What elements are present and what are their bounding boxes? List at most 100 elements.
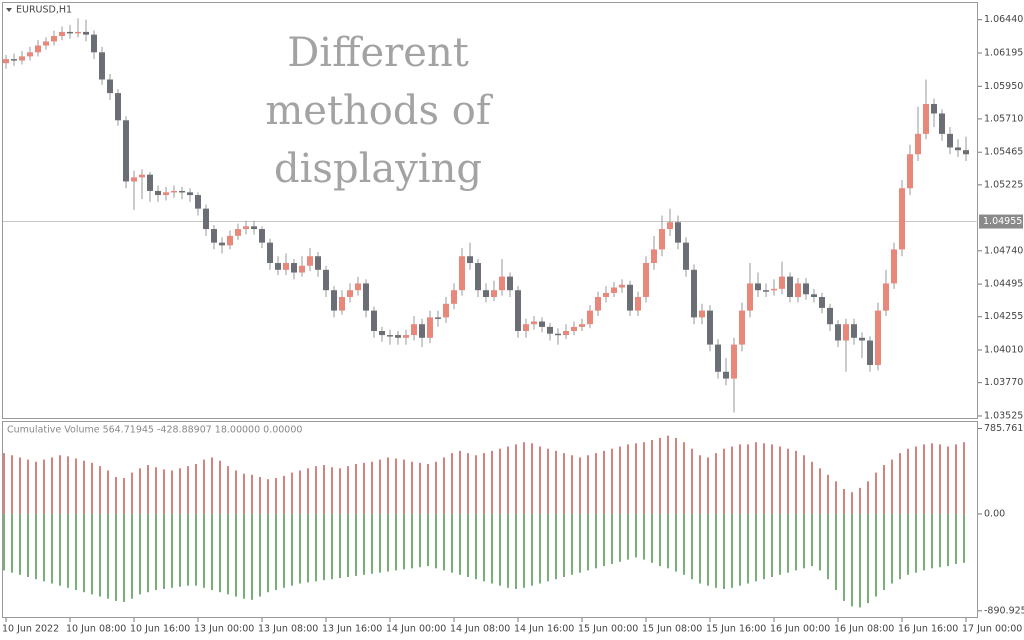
candle-body — [459, 256, 465, 291]
candle-body — [219, 242, 225, 246]
candle-body — [475, 263, 481, 291]
candle-body — [187, 192, 193, 196]
candle-body — [723, 371, 729, 379]
candle-body — [651, 249, 657, 264]
y-tick-label: -890.92534 — [984, 605, 1024, 616]
candle-body — [227, 235, 233, 246]
candle-body — [363, 283, 369, 311]
x-tick-label: 13 Jun 16:00 — [322, 624, 382, 635]
x-tick-label: 13 Jun 00:00 — [194, 624, 254, 635]
x-tick-label: 15 Jun 16:00 — [706, 624, 766, 635]
price-panel — [2, 2, 978, 419]
symbol-label: EURUSD,H1 — [16, 5, 72, 16]
candle-body — [515, 290, 521, 331]
candle-body — [539, 321, 545, 327]
candle-body — [779, 276, 785, 289]
candle-body — [11, 59, 17, 61]
y-tick-label: 1.06440 — [984, 14, 1023, 25]
candle-body — [435, 317, 441, 319]
x-tick-label: 13 Jun 08:00 — [258, 624, 318, 635]
candle-body — [275, 263, 281, 270]
candle-body — [299, 265, 305, 273]
candle-body — [171, 190, 177, 193]
candle-body — [595, 297, 601, 311]
candle-body — [451, 290, 457, 304]
candle-body — [411, 324, 417, 336]
candle-body — [955, 147, 961, 151]
candle-body — [747, 283, 753, 311]
x-tick-label: 14 Jun 08:00 — [450, 624, 510, 635]
symbol-menu-arrow[interactable] — [6, 8, 12, 12]
candle-body — [35, 45, 41, 53]
candle-body — [699, 310, 705, 318]
candle-body — [283, 263, 289, 270]
candle-body — [787, 276, 793, 298]
candle-body — [355, 283, 361, 291]
candle-body — [891, 249, 897, 284]
candle-body — [371, 310, 377, 331]
candle-body — [259, 229, 265, 243]
candle-body — [419, 324, 425, 338]
candle-body — [603, 292, 609, 298]
candle-body — [571, 326, 577, 331]
x-tick-label: 10 Jun 08:00 — [66, 624, 126, 635]
candle-body — [619, 284, 625, 288]
candle-body — [867, 340, 873, 365]
y-tick-label: 1.06195 — [984, 47, 1023, 58]
candle-body — [19, 56, 25, 61]
candle-body — [555, 333, 561, 336]
x-tick-label: 16 Jun 00:00 — [770, 624, 830, 635]
candle-body — [827, 307, 833, 325]
candle-body — [611, 287, 617, 293]
candle-body — [579, 324, 585, 327]
candle-body — [115, 93, 121, 121]
candle-body — [939, 113, 945, 134]
candle-body — [83, 31, 89, 35]
candle-body — [51, 35, 57, 42]
candle-body — [147, 174, 153, 191]
candle-body — [131, 177, 137, 182]
x-tick-label: 14 Jun 16:00 — [514, 624, 574, 635]
candle-body — [427, 317, 433, 338]
candle-body — [643, 263, 649, 298]
candle-body — [547, 326, 553, 334]
candle-body — [947, 133, 953, 148]
candle-body — [811, 294, 817, 298]
candle-body — [59, 31, 65, 36]
candle-body — [3, 59, 9, 64]
candle-body — [963, 150, 969, 155]
candle-body — [667, 222, 673, 230]
y-tick-label: 0.00 — [984, 508, 1005, 519]
candle-body — [483, 290, 489, 298]
candle-body — [563, 330, 569, 336]
candle-body — [323, 269, 329, 291]
y-tick-label: 1.05710 — [984, 113, 1023, 124]
candle-body — [851, 324, 857, 338]
candle-body — [731, 344, 737, 379]
y-tick-label: 1.05225 — [984, 179, 1023, 190]
candle-body — [203, 208, 209, 230]
x-tick-label: 10 Jun 16:00 — [130, 624, 190, 635]
candle-body — [707, 310, 713, 345]
candle-body — [387, 335, 393, 337]
x-tick-label: 15 Jun 00:00 — [578, 624, 638, 635]
y-tick-label: 1.03525 — [984, 410, 1023, 421]
candle-body — [211, 229, 217, 243]
current-price-box — [979, 214, 1023, 229]
candle-body — [307, 256, 313, 266]
candle-body — [267, 242, 273, 264]
candle-body — [379, 330, 385, 336]
candle-body — [899, 188, 905, 250]
candle-body — [331, 290, 337, 311]
candle-body — [179, 190, 185, 193]
x-tick-label: 15 Jun 08:00 — [642, 624, 702, 635]
candle-body — [395, 335, 401, 338]
x-tick-label: 16 Jun 16:00 — [898, 624, 958, 635]
annotation: methods of — [265, 88, 493, 134]
candle-body — [491, 290, 497, 298]
candle-body — [739, 310, 745, 345]
annotation: displaying — [274, 146, 482, 192]
x-tick-label: 16 Jun 08:00 — [834, 624, 894, 635]
candle-body — [67, 31, 73, 34]
candle-body — [915, 133, 921, 155]
